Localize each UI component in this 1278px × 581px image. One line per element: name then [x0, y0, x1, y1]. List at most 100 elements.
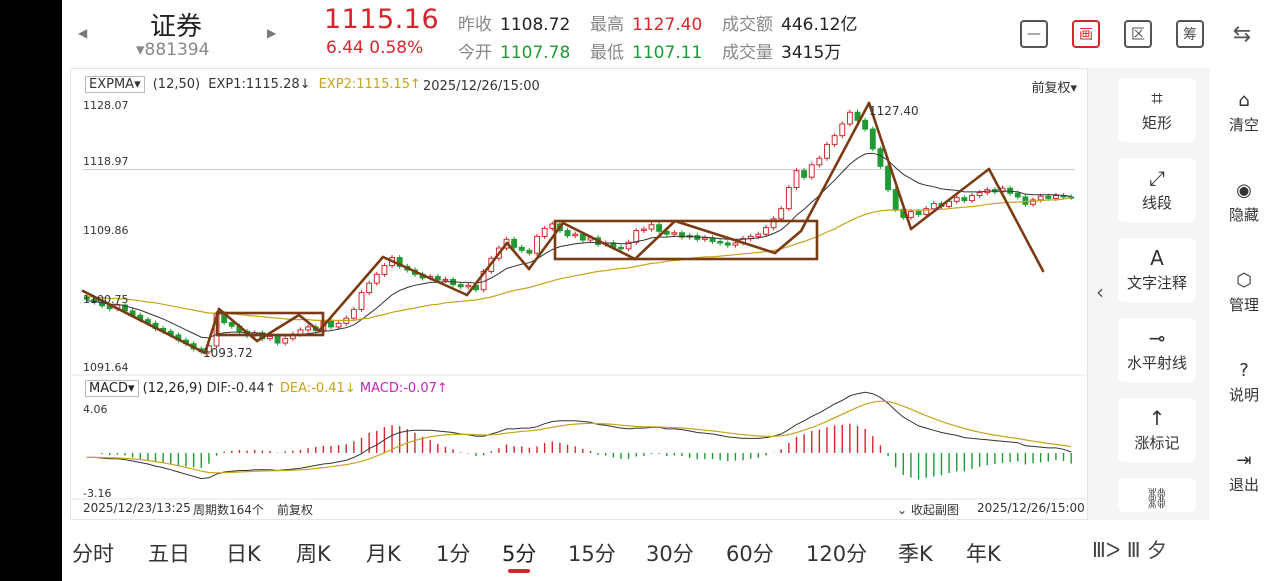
candle	[457, 284, 464, 288]
manage-button[interactable]: ⬡ 管理	[1210, 270, 1278, 315]
candle	[511, 238, 518, 248]
candle	[526, 249, 533, 254]
cursor-date: 2025/12/26/15:00	[423, 79, 540, 94]
candle	[267, 335, 273, 340]
user-segment	[381, 255, 469, 297]
user-segment	[505, 241, 531, 271]
y-label-3: 1109.86	[83, 224, 129, 237]
eye-icon: ◉	[1236, 180, 1252, 201]
kline-chart[interactable]: 1127.40 1093.72 EXPMA▾ (12,50) EXP1:1115.…	[70, 68, 1089, 521]
candle	[854, 111, 861, 121]
tool-rectangle[interactable]: ⌗ 矩形	[1118, 78, 1196, 142]
user-segment	[297, 313, 321, 333]
tool-up-mark[interactable]: ↑ 涨标记	[1118, 398, 1196, 462]
collapse-subchart-button[interactable]: ⌄ 收起副图	[897, 503, 959, 517]
candle	[564, 230, 571, 237]
user-segment	[465, 241, 509, 297]
indicator-selector[interactable]: EXPMA▾	[85, 76, 145, 93]
indicator-params: (12,50)	[152, 77, 201, 92]
tab-day[interactable]: 日K	[226, 542, 261, 566]
candle	[701, 237, 708, 240]
stock-code[interactable]: ▾881394	[136, 40, 210, 60]
help-button[interactable]: ? 说明	[1210, 360, 1278, 405]
expma-indicator-bar: EXPMA▾ (12,50) EXP1:1115.28↓ EXP2:1115.1…	[85, 76, 425, 93]
tab-15min[interactable]: 15分	[568, 542, 616, 566]
macd-indicator-bar: MACD▾ (12,26,9) DIF:-0.44↑ DEA:-0.41↓ MA…	[85, 380, 448, 397]
dea-value: DEA:-0.41↓	[279, 381, 356, 396]
adjust-selector[interactable]: 前复权▾	[1031, 81, 1077, 96]
tab-month[interactable]: 月K	[366, 542, 401, 566]
macd-selector[interactable]: MACD▾	[85, 380, 139, 397]
rotate-screen-icon[interactable]: ⇆	[1232, 21, 1252, 47]
candle	[770, 218, 777, 229]
tab-intraday[interactable]: 分时	[72, 542, 114, 566]
user-segment	[909, 167, 991, 231]
y-label-4: 1100.75	[83, 293, 129, 306]
current-price: 1115.16	[324, 4, 440, 35]
active-tab-underline	[508, 569, 530, 573]
tool-segment[interactable]: ⤢ 线段	[1118, 158, 1196, 222]
candle	[808, 164, 815, 178]
candle	[816, 157, 823, 166]
app-frame: ◀ 证券 ▾881394 ▶ 1115.16 6.44 0.58% 昨收 1108…	[62, 0, 1278, 581]
high-mark: 1127.40	[869, 104, 919, 118]
up-arrow-icon: ↑	[1148, 406, 1166, 430]
draw-mode-button[interactable]: 画	[1072, 20, 1100, 48]
tool-horizontal-ray[interactable]: ⊸ 水平射线	[1118, 318, 1196, 382]
chart-canvas[interactable]: 1127.40 1093.72	[71, 69, 1089, 521]
candle	[953, 197, 960, 202]
candle	[282, 338, 289, 344]
prev-stock-arrow-icon[interactable]: ◀	[78, 26, 88, 40]
tab-year[interactable]: 年K	[966, 542, 1001, 566]
range-button[interactable]: 区	[1124, 20, 1152, 48]
candle	[1052, 195, 1059, 199]
user-rectangle	[553, 219, 819, 261]
tab-30min[interactable]: 30分	[646, 542, 694, 566]
candle	[907, 211, 914, 218]
candle	[83, 296, 90, 300]
manage-icon: ⬡	[1236, 270, 1252, 291]
candle	[930, 203, 937, 210]
side-actions: ⌂ 清空 ◉ 隐藏 ⬡ 管理 ? 说明 ⇥ 退出	[1210, 68, 1278, 520]
candle	[640, 228, 647, 232]
candle	[824, 143, 830, 159]
footer-adjust: 前复权	[277, 503, 314, 517]
candle	[915, 211, 922, 215]
tab-120min[interactable]: 120分	[806, 542, 868, 566]
user-segment	[867, 101, 913, 231]
tool-more[interactable]: ⛓	[1118, 478, 1196, 512]
minimize-icon[interactable]: —	[1020, 20, 1048, 48]
turnover-amount: 成交额 446.12亿	[722, 15, 858, 35]
macd-params: (12,26,9)	[142, 381, 203, 396]
candle	[892, 189, 899, 210]
candle	[366, 282, 373, 294]
y-label-top: 1128.07	[83, 99, 129, 112]
candle	[541, 227, 548, 237]
tab-5min[interactable]: 5分	[502, 542, 537, 566]
tab-five-day[interactable]: 五日	[148, 542, 190, 566]
tab-1min[interactable]: 1分	[436, 542, 471, 566]
candle	[1037, 195, 1044, 201]
user-segment	[81, 289, 207, 355]
collapse-toolbar-icon[interactable]: ‹	[1096, 280, 1104, 304]
tab-quarter[interactable]: 季K	[898, 542, 933, 566]
chips-button[interactable]: 筹	[1176, 20, 1204, 48]
tab-week[interactable]: 周K	[296, 542, 331, 566]
candle	[91, 298, 98, 303]
candle	[969, 195, 975, 202]
clear-button[interactable]: ⌂ 清空	[1210, 90, 1278, 135]
dif-line	[86, 391, 1072, 480]
exit-button[interactable]: ⇥ 退出	[1210, 450, 1278, 495]
prev-close: 昨收 1108.72	[458, 15, 571, 35]
candle	[679, 232, 685, 238]
candle	[465, 284, 472, 288]
text-icon: A	[1150, 246, 1164, 270]
next-stock-arrow-icon[interactable]: ▶	[267, 26, 277, 40]
candle	[625, 241, 632, 250]
candle	[373, 273, 380, 284]
tool-text-note[interactable]: A 文字注释	[1118, 238, 1196, 302]
tab-60min[interactable]: 60分	[726, 542, 774, 566]
candle	[1030, 199, 1036, 205]
candle	[328, 320, 334, 328]
hide-button[interactable]: ◉ 隐藏	[1210, 180, 1278, 225]
